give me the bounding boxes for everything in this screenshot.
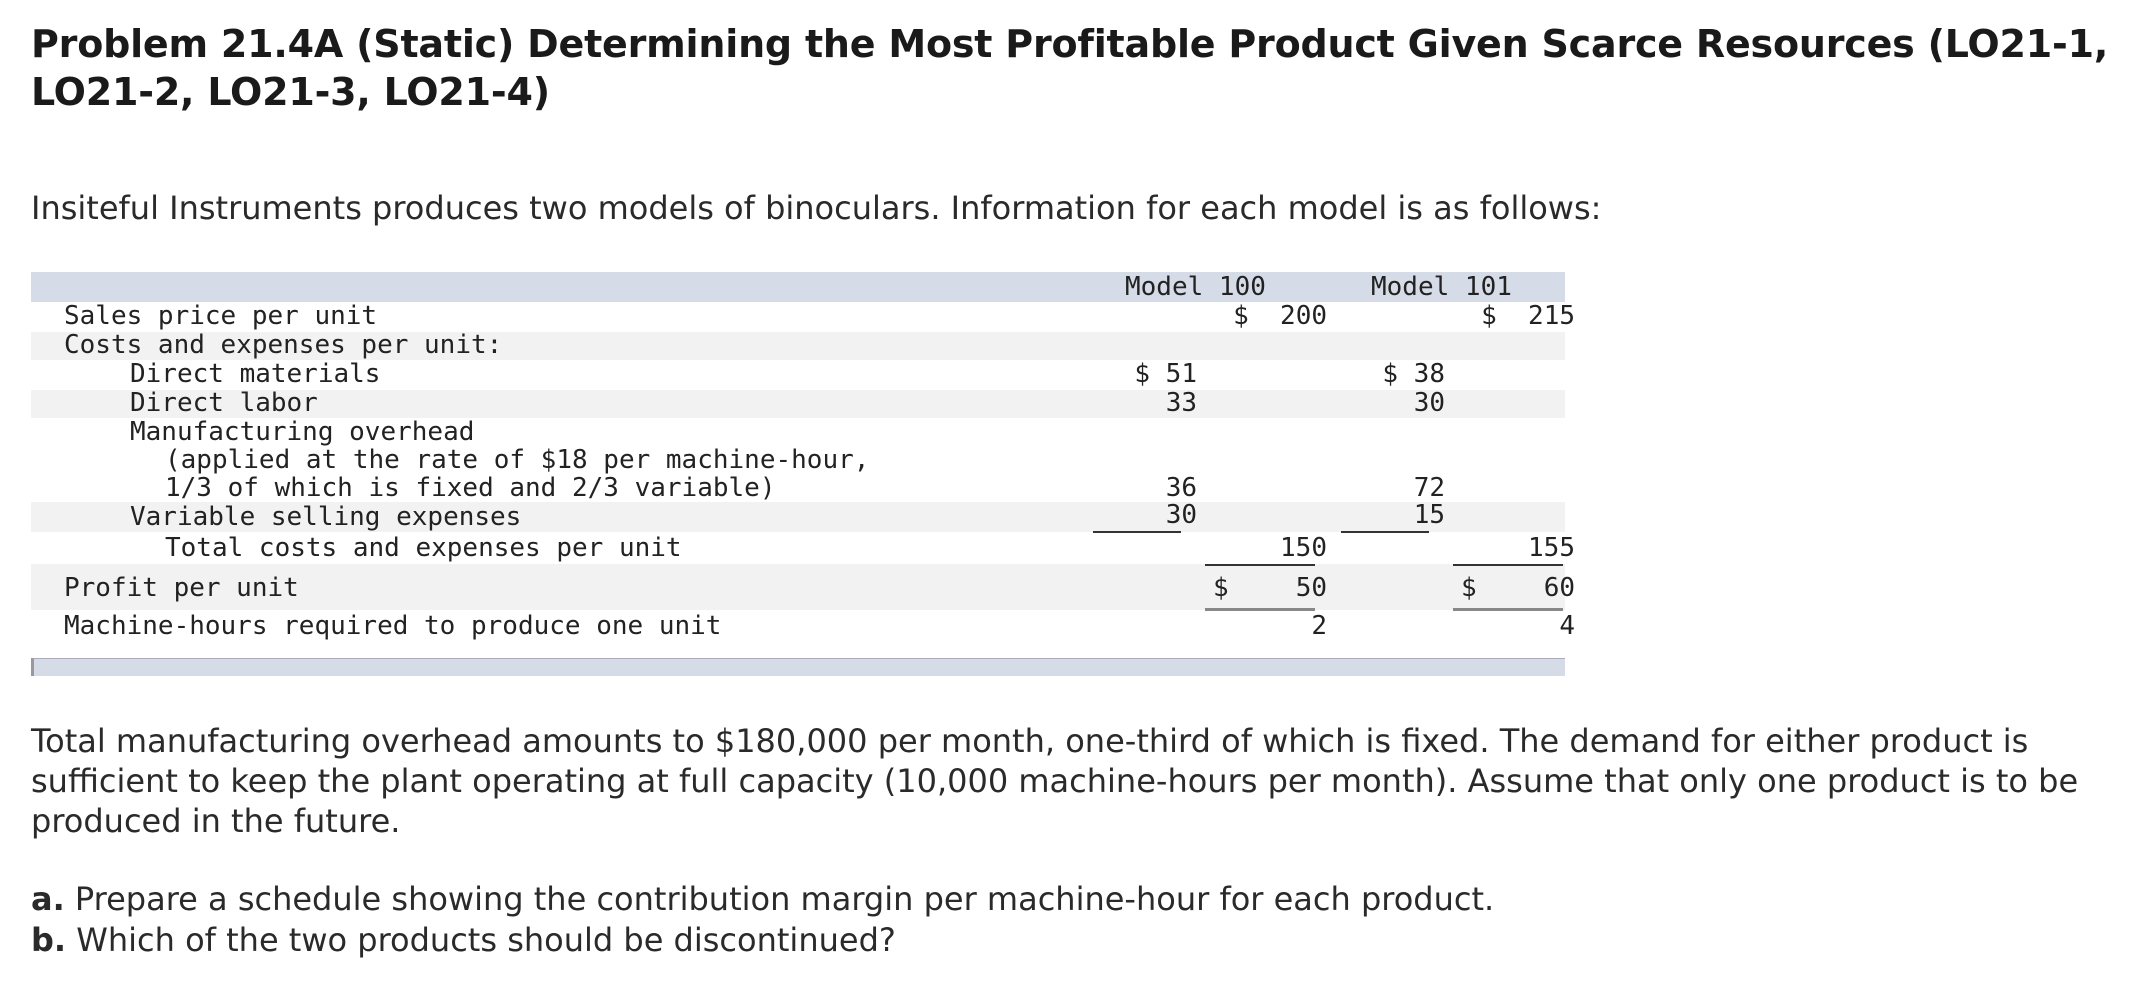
question-a: a. Prepare a schedule showing the contri… [31,879,1494,919]
question-b-text: Which of the two products should be disc… [66,921,896,959]
table-row-band [31,332,1565,360]
total-rule-m101 [1453,564,1563,566]
header-model-100: Model 100 [1125,272,1266,302]
header-model-101: Model 101 [1371,272,1512,302]
subtotal-rule-m100 [1093,531,1181,533]
m100-machine-hours: 2 [1311,611,1327,641]
m101-direct-materials: $ 38 [1382,359,1445,389]
m100-total-costs: 150 [1280,533,1327,563]
row-label-machine-hours: Machine-hours required to produce one un… [64,611,722,641]
m100-overhead: 36 [1165,473,1197,503]
binocular-cost-table: Model 100 Model 101 Sales price per unit… [31,272,1575,676]
row-label-overhead-note-2: 1/3 of which is fixed and 2/3 variable) [165,473,776,503]
row-label-overhead-note-1: (applied at the rate of $18 per machine-… [165,445,870,475]
table-footer-band [31,658,1565,676]
m100-variable-selling: 30 [1165,500,1197,530]
subtotal-rule-m101 [1341,531,1429,533]
table-row-band [31,502,1565,532]
row-label-direct-labor: Direct labor [130,388,318,418]
question-b: b. Which of the two products should be d… [31,920,896,960]
m101-overhead: 72 [1413,473,1445,503]
question-b-label: b. [31,921,67,959]
m101-profit: 60 [1543,573,1575,603]
m101-profit-currency: $ [1461,573,1477,603]
question-a-text: Prepare a schedule showing the contribut… [64,880,1495,918]
profit-rule-m101 [1453,608,1563,611]
question-a-label: a. [31,880,65,918]
row-label-costs-header: Costs and expenses per unit: [64,330,503,360]
m100-sales-price: $ 200 [1233,301,1327,331]
profit-rule-m100 [1205,608,1315,611]
m101-total-costs: 155 [1528,533,1575,563]
table-row-band [31,390,1565,418]
total-rule-m100 [1205,564,1315,566]
m100-direct-labor: 33 [1165,388,1197,418]
problem-title: Problem 21.4A (Static) Determining the M… [31,22,2109,114]
problem-narrative: Total manufacturing overhead amounts to … [31,722,2079,840]
m101-sales-price: $ 215 [1481,301,1575,331]
row-label-variable-selling: Variable selling expenses [130,502,522,532]
m100-direct-materials: $ 51 [1134,359,1197,389]
m101-machine-hours: 4 [1559,611,1575,641]
row-label-profit: Profit per unit [64,573,299,603]
table-header-band [31,272,1565,302]
row-label-direct-materials: Direct materials [130,359,381,389]
intro-text: Insiteful Instruments produces two model… [31,189,1602,227]
m101-direct-labor: 30 [1413,388,1445,418]
row-label-sales-price: Sales price per unit [64,301,378,331]
m100-profit: 50 [1295,573,1327,603]
table-row-band [31,564,1565,610]
row-label-total-costs: Total costs and expenses per unit [165,533,682,563]
row-label-overhead: Manufacturing overhead [130,417,475,447]
m101-variable-selling: 15 [1413,500,1445,530]
m100-profit-currency: $ [1213,573,1229,603]
